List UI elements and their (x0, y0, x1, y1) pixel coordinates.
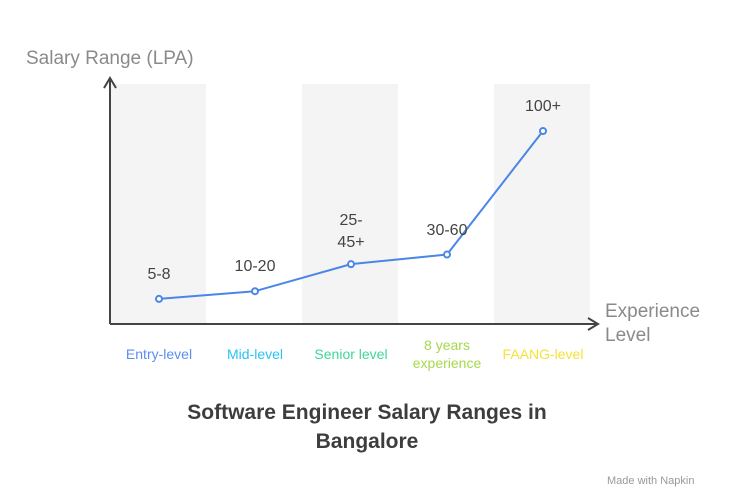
data-point (539, 127, 547, 135)
x-axis-arrow-icon (587, 317, 600, 331)
band (110, 84, 206, 324)
data-point (443, 250, 451, 259)
band (302, 84, 398, 324)
x-tick-label: Mid-level (226, 346, 284, 362)
made-with-napkin: Made with Napkin (607, 475, 695, 487)
data-label: 5-8 (147, 265, 171, 283)
x-tick-label: FAANG-level (502, 346, 584, 362)
x-axis-label: Experience Level (605, 301, 701, 346)
data-label: 100+ (524, 98, 562, 115)
y-axis-label: Salary Range (LPA) (26, 48, 194, 69)
data-point (251, 287, 259, 296)
data-point (155, 294, 163, 303)
band (494, 84, 590, 324)
x-tick-label: 8 years experience (412, 337, 482, 371)
y-axis-arrow-icon (103, 76, 117, 89)
chart-title: Software Engineer Salary Ranges in Banga… (187, 401, 547, 453)
chart-title-wrap: Software Engineer Salary Ranges in Banga… (0, 398, 734, 456)
data-point (347, 260, 355, 269)
data-label: 10-20 (234, 258, 276, 276)
data-label: 30-60 (426, 221, 468, 239)
data-label: 25-45+ (337, 212, 365, 252)
x-tick-label: Senior level (314, 346, 388, 362)
x-tick-label: Entry-level (125, 346, 193, 362)
